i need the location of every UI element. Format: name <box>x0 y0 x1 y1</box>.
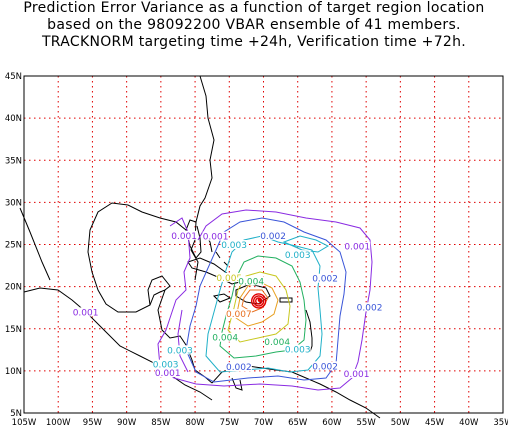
x-tick-label: 105W <box>12 418 37 428</box>
peak-contour <box>251 293 267 309</box>
contour-label: 0.004 <box>212 334 238 344</box>
x-tick-label: 35W <box>493 418 508 428</box>
contour-label: 0.003 <box>285 251 311 261</box>
y-tick-label: 45N <box>5 72 22 82</box>
y-tick-label: 25N <box>5 241 22 251</box>
contour-label-bg <box>202 231 229 241</box>
x-tick-label: 55W <box>357 418 377 428</box>
contour-label: 0.003 <box>285 345 311 355</box>
contour-label-bg <box>344 241 371 251</box>
y-tick-label: 10N <box>5 367 22 377</box>
x-tick-label: 100W <box>46 418 71 428</box>
x-tick-label: 85W <box>151 418 171 428</box>
contour-label: 0.003 <box>167 346 193 356</box>
coast-cuba <box>187 257 242 285</box>
contour-label: 0.001 <box>344 370 370 380</box>
contour-label-bg <box>312 361 339 371</box>
y-tick-label: 5N <box>10 409 22 419</box>
peak-contour <box>255 297 263 305</box>
title-line-3: TRACKNORM targeting time +24h, Verificat… <box>41 34 467 50</box>
contour-label-bg <box>152 359 179 369</box>
contour-label: 0.004 <box>264 338 290 348</box>
contour-label-bg <box>343 368 370 378</box>
contour-0-004 <box>219 255 307 359</box>
coast-gulf-mexico <box>87 202 213 384</box>
contour-label-bg <box>312 273 339 283</box>
contour-label: 0.003 <box>153 361 179 371</box>
title-line-2: based on the 98092200 VBAR ensemble of 4… <box>47 17 461 33</box>
contour-0-007 <box>241 289 269 313</box>
contour-label-bg <box>154 368 181 378</box>
contour-0-006 <box>235 281 279 327</box>
y-tick-label: 15N <box>5 325 22 335</box>
contour-label-bg <box>221 240 248 250</box>
contour-label: 0.002 <box>226 363 252 373</box>
contour-label-bg <box>72 307 99 317</box>
contour-label: 0.001 <box>171 232 197 242</box>
contour-label-bg <box>216 272 243 282</box>
contour-label: 0.002 <box>260 232 286 242</box>
contour-label: 0.001 <box>203 233 229 243</box>
contour-label-bg <box>225 309 252 319</box>
x-tick-label: 75W <box>220 418 240 428</box>
y-tick-label: 20N <box>5 283 22 293</box>
x-tick-labels: 105W 100W 95W 90W 85W 80W 75W 70W 65W 60W 55W 50W 45… <box>12 418 508 428</box>
contour-0-001 <box>177 309 189 373</box>
x-tick-label: 70W <box>254 418 274 428</box>
y-tick-label: 30N <box>5 198 22 208</box>
contour-0-001 <box>157 209 373 391</box>
title-line-1: Prediction Error Variance as a function … <box>23 0 485 16</box>
y-tick-labels: 5N 10N 15N 20N 25N 30N 35N 40N 45N <box>5 72 22 419</box>
contour-label-bg <box>238 276 265 286</box>
peak-region <box>251 293 267 309</box>
contour-label-bg <box>260 230 287 240</box>
y-tick-label: 40N <box>5 114 22 124</box>
map-frame <box>23 75 504 414</box>
x-tick-label: 80W <box>185 418 205 428</box>
coast-lesser-antilles <box>305 309 313 353</box>
contour-0-003 <box>282 235 330 253</box>
lat-lon-grid <box>24 76 503 413</box>
contour-label-bg <box>167 345 194 355</box>
contour-label: 0.003 <box>221 241 247 251</box>
coast-pacific <box>23 287 213 401</box>
contour-label: 0.001 <box>73 308 99 318</box>
contour-0-002 <box>185 217 347 383</box>
peak-contour <box>253 295 265 307</box>
contour-labels: 0.001 0.001 0.0020.0030.0030.0010.0050.004… <box>72 230 383 380</box>
x-tick-label: 50W <box>391 418 411 428</box>
x-tick-label: 45W <box>425 418 445 428</box>
contour-label-bg <box>171 230 198 240</box>
coast-yucatan <box>147 275 171 306</box>
coast-baja <box>19 207 51 281</box>
x-tick-label: 40W <box>459 418 479 428</box>
coast-jamaica <box>212 293 232 303</box>
peak-core <box>257 297 262 302</box>
x-tick-label: 65W <box>288 418 308 428</box>
x-tick-label: 60W <box>322 418 342 428</box>
coast-florida <box>185 219 202 259</box>
contour-label-bg <box>264 336 291 346</box>
x-tick-label: 95W <box>83 418 103 428</box>
contour-label: 0.002 <box>357 303 383 313</box>
contour-label: 0.005 <box>216 274 242 284</box>
coast-north-america-east <box>190 75 215 281</box>
x-tick-label: 90W <box>117 418 137 428</box>
contour-label-bg <box>212 332 239 342</box>
y-tick-label: 35N <box>5 156 22 166</box>
contour-label: 0.001 <box>155 369 181 379</box>
coast-puerto-rico <box>279 297 293 303</box>
contour-label: 0.004 <box>238 277 264 287</box>
contour-label: 0.002 <box>312 362 338 372</box>
contour-label-bg <box>225 362 252 372</box>
contour-label-bg <box>284 344 311 354</box>
contour-label-bg <box>284 250 311 260</box>
contour-label-bg <box>356 302 383 312</box>
contour-0-005 <box>227 271 291 343</box>
contour-label: 0.001 <box>344 243 370 253</box>
contour-label: 0.002 <box>312 275 338 285</box>
contour-label: 0.007 <box>226 310 252 320</box>
